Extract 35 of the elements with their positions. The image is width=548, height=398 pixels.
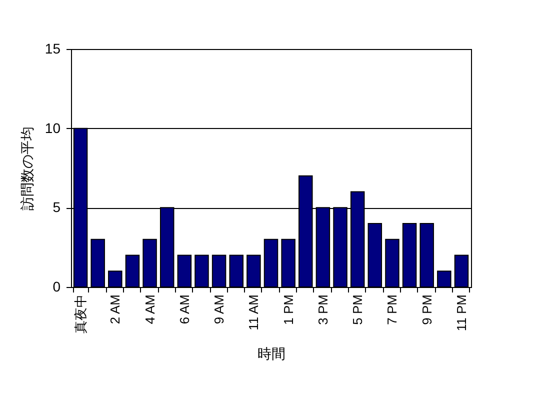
y-tick-label: 10	[44, 120, 61, 136]
bar	[454, 254, 469, 288]
x-tick-label: 6 AM	[176, 294, 192, 324]
bar	[420, 223, 434, 288]
bar	[368, 223, 382, 288]
x-tick-label: 9 PM	[419, 294, 434, 325]
x-tick-label: 4 AM	[142, 294, 158, 324]
x-axis-title: 時間	[258, 346, 286, 362]
x-tick-label: 1 PM	[280, 294, 296, 325]
y-axis-title: 訪問数の平均	[18, 126, 35, 210]
x-tick-label: 5 PM	[350, 294, 366, 325]
bar	[402, 223, 417, 288]
x-tick-label: 9 AM	[212, 294, 227, 324]
x-tick-label: 2 AM	[108, 294, 123, 324]
x-tick-label: 7 PM	[384, 294, 400, 325]
bar	[264, 238, 278, 288]
bar	[177, 254, 192, 288]
bar	[194, 254, 209, 288]
bar	[437, 270, 452, 288]
bar	[281, 238, 296, 288]
bar	[385, 238, 400, 288]
y-tick-label: 15	[44, 40, 61, 56]
bar	[212, 254, 226, 288]
bar	[142, 238, 157, 288]
x-tick-label: 3 PM	[315, 294, 330, 325]
y-tick-label: 0	[52, 278, 61, 294]
bar	[90, 238, 105, 288]
bar	[229, 254, 244, 288]
y-tick-label: 5	[52, 199, 61, 216]
bar	[246, 254, 261, 288]
bar	[125, 254, 140, 288]
x-tick-label: 11 AM	[246, 294, 262, 330]
bar	[108, 270, 122, 288]
x-tick-label: 真夜中	[73, 294, 88, 334]
x-tick-label: 11 PM	[454, 294, 469, 332]
